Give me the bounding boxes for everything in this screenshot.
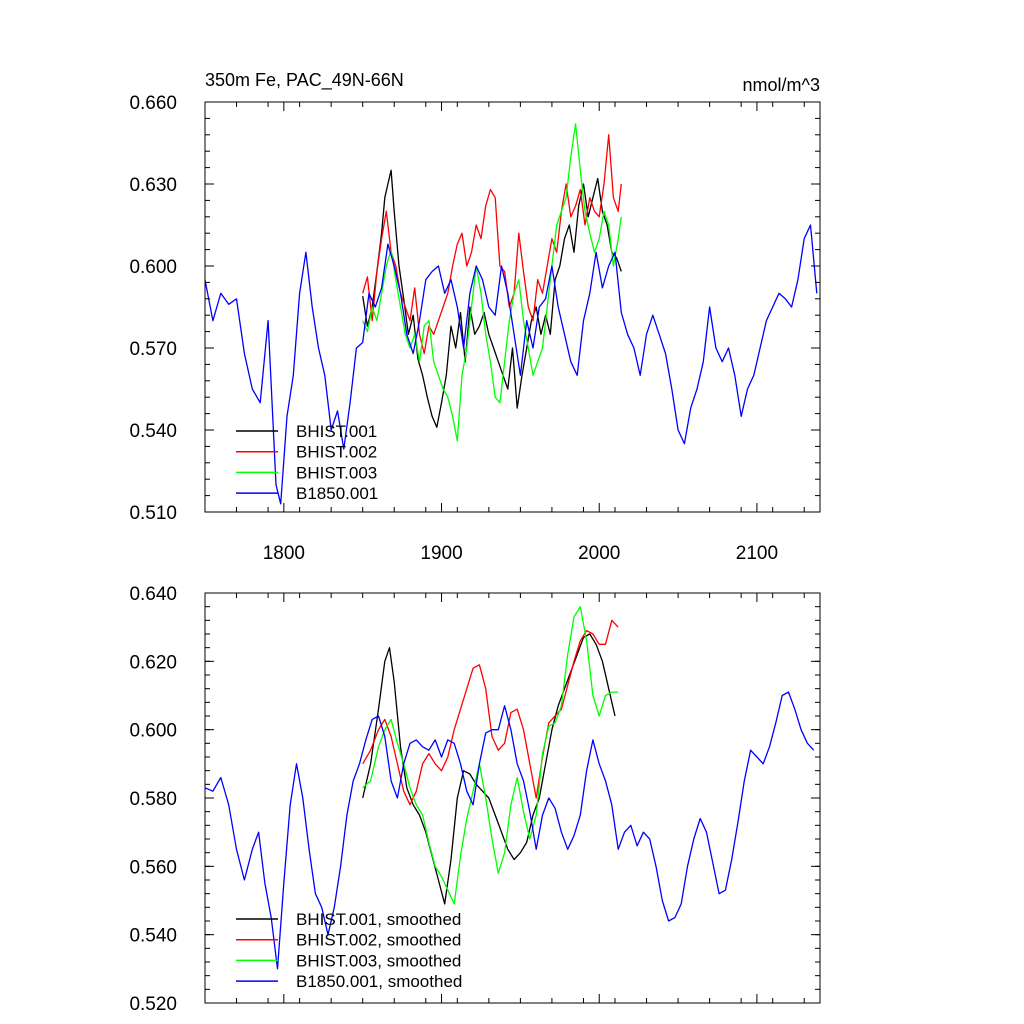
top-panel: 0.510 0.540 0.570 0.600 0.630 0.660 1800 1900 20… xyxy=(129,70,821,564)
y-tick-label: 0.630 xyxy=(129,175,177,196)
x-tick-label: 1800 xyxy=(263,543,305,564)
y-tick-label: 0.580 xyxy=(129,789,177,810)
y-tick-label: 0.540 xyxy=(129,421,177,442)
y-tick-label: 0.600 xyxy=(129,257,177,278)
legend-label: BHIST.003, smoothed xyxy=(296,951,461,970)
legend-label: BHIST.002, smoothed xyxy=(296,931,461,950)
y-tick-label: 0.540 xyxy=(129,926,177,947)
legend-label: B1850.001, smoothed xyxy=(296,972,462,991)
series-line-3 xyxy=(362,606,619,905)
y-tick-label: 0.620 xyxy=(129,652,177,673)
series-line-2 xyxy=(362,619,619,806)
x-tick-label: 1900 xyxy=(420,543,462,564)
series-line-4 xyxy=(204,224,818,505)
legend-label: B1850.001 xyxy=(296,484,378,503)
chart-title: 350m Fe, PAC_49N-66N xyxy=(205,70,404,91)
plot-frame xyxy=(204,101,821,513)
legend-label: BHIST.001, smoothed xyxy=(296,910,461,929)
series-line-1 xyxy=(362,633,616,905)
x-tick-label: 2100 xyxy=(736,543,778,564)
y-tick-label: 0.600 xyxy=(129,721,177,742)
units-label: nmol/m^3 xyxy=(743,75,820,95)
y-tick-label: 0.560 xyxy=(129,857,177,878)
legend-label: BHIST.002 xyxy=(296,443,377,462)
y-tick-label: 0.640 xyxy=(129,584,177,605)
series-line-1 xyxy=(362,169,622,428)
legend-label: BHIST.001 xyxy=(296,422,377,441)
series-line-2 xyxy=(362,134,622,355)
y-tick-label: 0.520 xyxy=(129,994,177,1015)
series-line-3 xyxy=(362,123,622,442)
y-tick-label: 0.510 xyxy=(129,503,177,524)
legend-label: BHIST.003 xyxy=(296,463,377,482)
bottom-panel: 0.520 0.540 0.560 0.580 0.600 0.620 0.640 BHIST… xyxy=(129,584,821,1015)
series-line-4 xyxy=(204,691,815,970)
y-tick-label: 0.570 xyxy=(129,339,177,360)
y-tick-label: 0.660 xyxy=(129,93,177,114)
x-tick-label: 2000 xyxy=(578,543,620,564)
